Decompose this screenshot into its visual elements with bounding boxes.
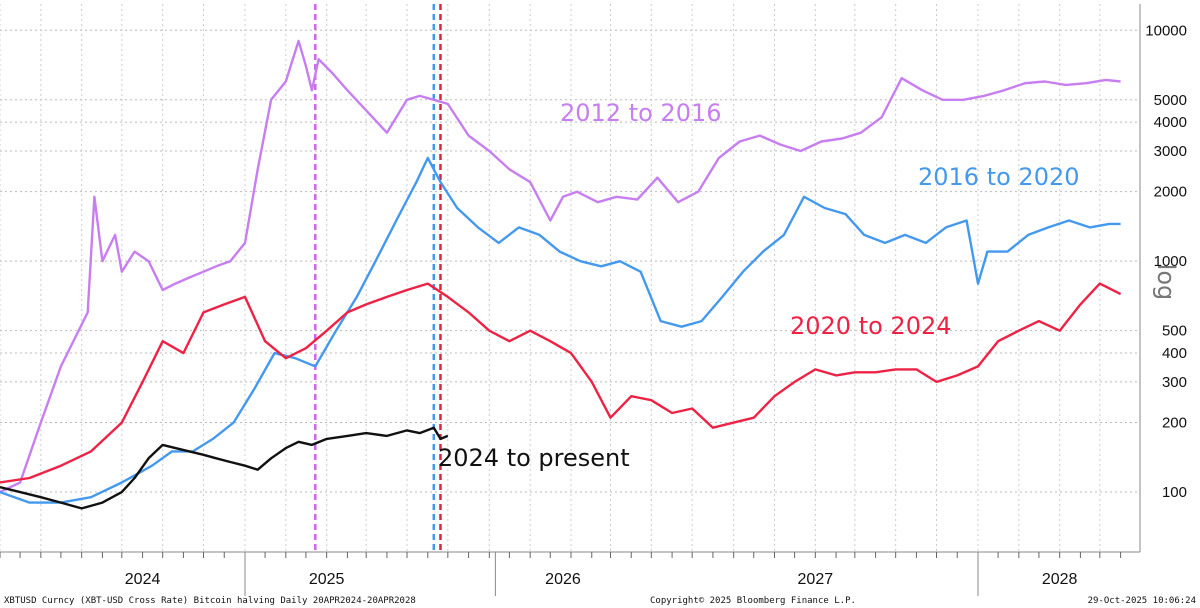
y-tick-label: 300	[1162, 374, 1187, 391]
series-line	[0, 426, 449, 510]
grid	[0, 4, 1140, 552]
series-labels: 2012 to 2016 2016 to 2020 2020 to 2024 2024…	[438, 99, 1080, 472]
footer-source: XBTUSD Curncy (XBT-USD Cross Rate) Bitco…	[4, 596, 416, 606]
halving-markers	[314, 4, 442, 552]
y-tick-label: 3000	[1154, 143, 1187, 160]
series-line	[0, 156, 1121, 504]
y-axis-label: log	[1152, 264, 1180, 301]
x-tick-label: 2025	[309, 571, 345, 588]
x-tick-label: 2027	[798, 571, 834, 588]
x-tick-label: 2024	[125, 571, 161, 588]
x-tick-label: 2026	[545, 571, 581, 588]
footer-copyright: Copyright© 2025 Bloomberg Finance L.P.	[650, 596, 856, 606]
y-tick-label: 1000	[1154, 253, 1187, 270]
y-axis: 100 200 300 400 500 1000 2000 3000 4000 5000 10000	[1139, 4, 1187, 552]
y-tick-label: 2000	[1154, 184, 1187, 201]
y-tick-label: 400	[1162, 345, 1187, 362]
series-label: 2016 to 2020	[918, 163, 1080, 191]
series-label: 2012 to 2016	[560, 99, 722, 127]
y-tick-label: 100	[1162, 484, 1187, 501]
x-tick-label: 2028	[1042, 571, 1078, 588]
series-line	[0, 282, 1122, 484]
x-axis: 2024 2025 2026 2027 2028	[0, 551, 1140, 596]
series-line	[0, 39, 1121, 494]
y-tick-label: 200	[1162, 415, 1187, 432]
series-lines	[0, 39, 1122, 510]
y-tick-label: 10000	[1145, 22, 1187, 39]
footer-timestamp: 29-Oct-2025 10:06:24	[1087, 596, 1196, 606]
y-tick-label: 4000	[1154, 114, 1187, 131]
y-tick-label: 500	[1162, 323, 1187, 340]
series-label: 2024 to present	[438, 444, 630, 472]
series-label: 2020 to 2024	[790, 312, 952, 340]
y-tick-label: 5000	[1154, 92, 1187, 109]
